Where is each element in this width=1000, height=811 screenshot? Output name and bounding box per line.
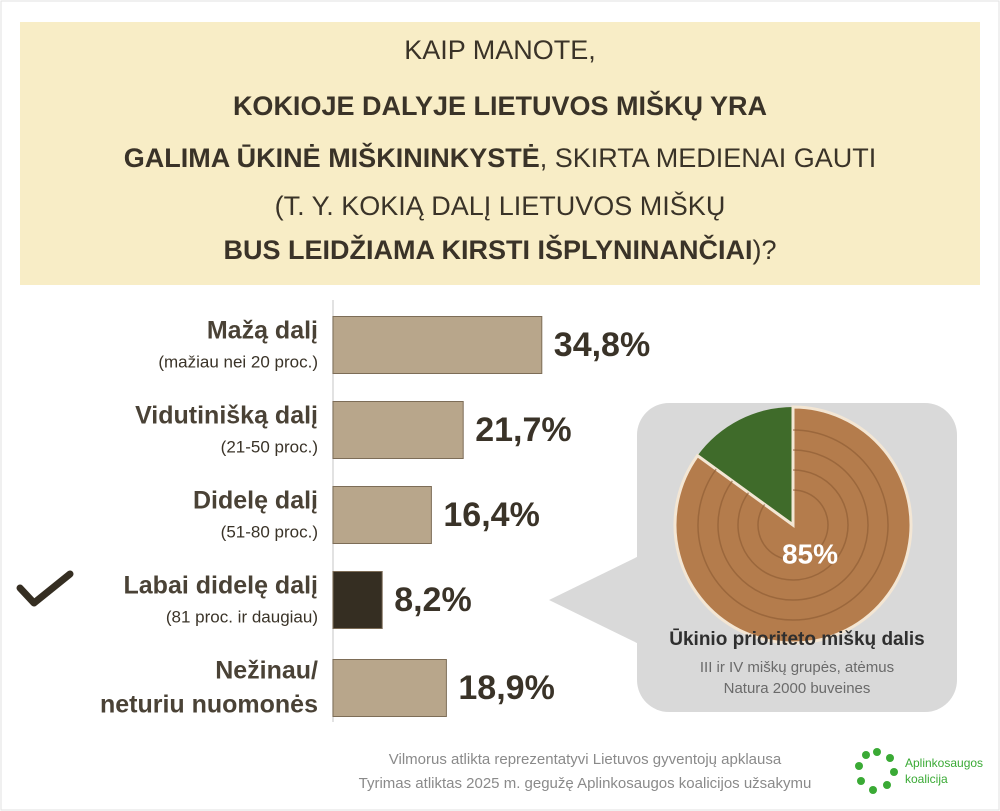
header-segment: KAIP MANOTE, [404,35,596,65]
header-segment: )? [753,235,777,265]
header-segment: BUS LEIDŽIAMA KIRSTI IŠPLYNINANČIAI [223,234,752,265]
header-line: KAIP MANOTE, [404,35,596,65]
pie-subtitle: Natura 2000 buveines [724,680,871,697]
tree-ring [737,469,849,581]
pie-rest [697,407,793,525]
checkmark [16,570,74,607]
header-line: KOKIOJE DALYJE LIETUVOS MIŠKŲ YRA [233,90,767,121]
category-label: Labai didelę dalį [124,572,319,600]
category-label: neturiu nuomonės [100,691,318,719]
header-line: GALIMA ŪKINĖ MIŠKININKYSTĖ, SKIRTA MEDIE… [124,142,877,173]
callout-pointer [549,555,641,645]
header-segment: , SKIRTA MEDIENAI GAUTI [540,143,877,173]
tree-ring [757,489,829,561]
bar [332,316,543,374]
category-label: Mažą dalį [207,317,318,345]
category-note: (51-80 proc.) [221,522,318,541]
bar [332,659,447,717]
header-segment: KOKIOJE DALYJE LIETUVOS MIŠKŲ YRA [233,90,767,121]
pie-slice [673,405,913,645]
header-line: (T. Y. KOKIĄ DALĮ LIETUVOS MIŠKŲ [275,190,726,221]
header-segment: GALIMA ŪKINĖ MIŠKININKYSTĖ [124,142,540,173]
footer-line: Vilmorus atlikta reprezentatyvi Lietuvos… [389,751,782,768]
tree-ring [697,429,889,621]
category-note: (81 proc. ir daugiau) [166,607,318,626]
header-segment: (T. Y. KOKIĄ DALĮ LIETUVOS MIŠKŲ [275,190,726,221]
value-label: 34,8% [554,326,650,364]
pie-value-label: 85% [782,538,838,569]
category-label: Didelę dalį [193,487,318,515]
tree-ring [717,449,869,601]
category-label: Nežinau/ [215,657,318,685]
bar [332,401,464,459]
bar [332,486,432,544]
value-label: 21,7% [475,411,571,449]
pie-subtitle: III ir IV miškų grupės, atėmus [700,659,894,676]
category-label: Vidutinišką dalį [135,402,318,430]
value-label: 8,2% [394,581,472,619]
pie-title: Ūkinio prioriteto miškų dalis [669,629,925,650]
logo-text: Aplinkosaugos [905,756,983,770]
logo-text: koalicija [905,772,948,786]
category-note: (mažiau nei 20 proc.) [158,352,318,371]
footer-line: Tyrimas atliktas 2025 m. gegužę Aplinkos… [359,775,812,792]
bar [332,571,383,629]
header-box [20,22,980,285]
logo-icon [855,748,898,794]
value-label: 18,9% [458,669,554,707]
header-line: BUS LEIDŽIAMA KIRSTI IŠPLYNINANČIAI)? [223,234,776,265]
value-label: 16,4% [443,496,539,534]
category-note: (21-50 proc.) [221,437,318,456]
